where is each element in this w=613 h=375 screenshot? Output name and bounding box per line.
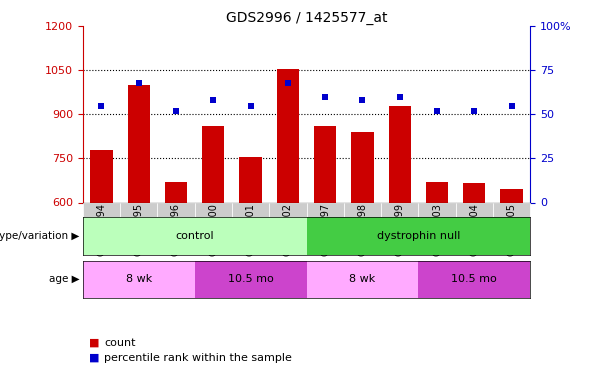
Text: GSM24796: GSM24796 [171,203,181,256]
Text: genotype/variation ▶: genotype/variation ▶ [0,231,80,241]
FancyBboxPatch shape [306,202,344,217]
Point [320,94,330,100]
Bar [306,217,530,255]
FancyBboxPatch shape [195,202,232,217]
Bar [306,261,418,298]
Text: age ▶: age ▶ [49,274,80,284]
Text: GSM24800: GSM24800 [208,203,218,256]
Text: control: control [175,231,214,241]
Point [395,94,405,100]
Text: ■: ■ [89,338,99,348]
Text: GSM24797: GSM24797 [320,203,330,256]
Bar [500,189,523,202]
Point [357,97,367,103]
FancyBboxPatch shape [269,202,306,217]
Bar [195,261,306,298]
Bar [351,132,374,202]
Bar [128,85,150,202]
Point [96,102,106,109]
FancyBboxPatch shape [120,202,158,217]
Point [208,97,218,103]
Bar [240,157,262,203]
FancyBboxPatch shape [83,202,120,217]
Bar [426,182,448,203]
FancyBboxPatch shape [381,202,418,217]
Bar [83,217,306,255]
FancyBboxPatch shape [344,202,381,217]
Bar [202,126,224,202]
Text: percentile rank within the sample: percentile rank within the sample [104,353,292,363]
Text: 8 wk: 8 wk [349,274,376,284]
Text: dystrophin null: dystrophin null [376,231,460,241]
Text: GSM24798: GSM24798 [357,203,367,256]
Point [283,80,293,86]
Text: GSM24802: GSM24802 [283,203,293,256]
Text: 8 wk: 8 wk [126,274,152,284]
Bar [165,182,187,203]
Point [171,108,181,114]
Bar [389,106,411,202]
Text: GSM24794: GSM24794 [96,203,107,256]
Point [507,102,517,109]
Bar [90,150,113,202]
Text: count: count [104,338,135,348]
Text: 10.5 mo: 10.5 mo [227,274,273,284]
Text: 10.5 mo: 10.5 mo [451,274,497,284]
FancyBboxPatch shape [455,202,493,217]
Bar [418,261,530,298]
Point [432,108,442,114]
Text: GSM24795: GSM24795 [134,203,143,256]
FancyBboxPatch shape [158,202,195,217]
Point [246,102,256,109]
Text: GSM24801: GSM24801 [246,203,256,256]
Text: GSM24803: GSM24803 [432,203,442,256]
FancyBboxPatch shape [493,202,530,217]
Title: GDS2996 / 1425577_at: GDS2996 / 1425577_at [226,11,387,25]
Text: GSM24805: GSM24805 [506,203,517,256]
Bar [83,261,195,298]
Text: GSM24804: GSM24804 [470,203,479,256]
Point [134,80,143,86]
Bar [276,69,299,203]
Bar [463,183,485,203]
FancyBboxPatch shape [232,202,269,217]
Text: GSM24799: GSM24799 [395,203,405,256]
FancyBboxPatch shape [418,202,455,217]
Text: ■: ■ [89,353,99,363]
Bar [314,126,337,202]
Point [470,108,479,114]
